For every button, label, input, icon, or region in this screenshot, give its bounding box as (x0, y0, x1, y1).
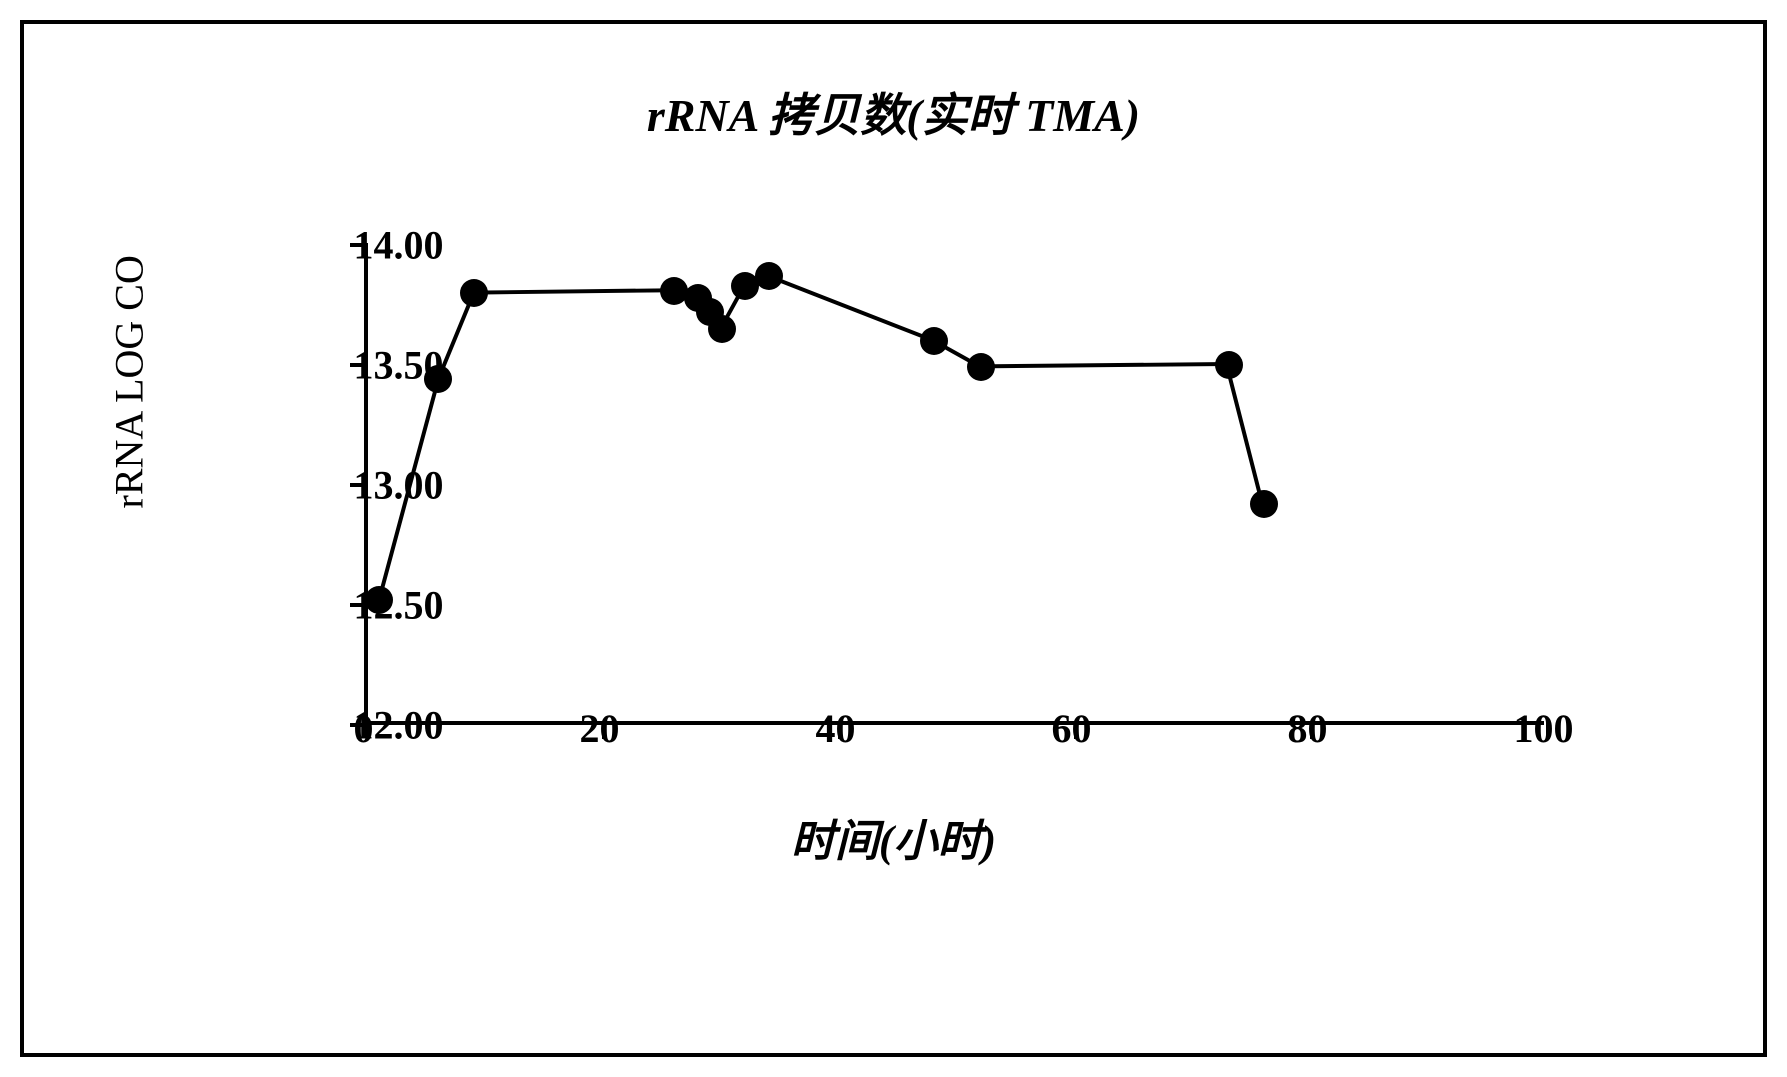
data-point (365, 586, 393, 614)
chart-line-svg (368, 245, 1544, 721)
data-point (1250, 490, 1278, 518)
data-point (1215, 351, 1243, 379)
chart-title: rRNA 拷贝数(实时 TMA) (84, 79, 1703, 145)
data-point (424, 365, 452, 393)
data-point (708, 315, 736, 343)
data-point (920, 327, 948, 355)
chart-area: rRNA LOG CO 12.0012.5013.0013.5014.00 02… (144, 205, 1644, 905)
x-axis-title: 时间(小时) (791, 805, 996, 869)
chart-outer-frame: rRNA 拷贝数(实时 TMA) rRNA LOG CO 12.0012.501… (20, 20, 1767, 1057)
plot-area (364, 245, 1544, 725)
data-point (755, 262, 783, 290)
data-point (967, 353, 995, 381)
y-axis-title: rRNA LOG CO (105, 255, 152, 508)
data-point (460, 279, 488, 307)
